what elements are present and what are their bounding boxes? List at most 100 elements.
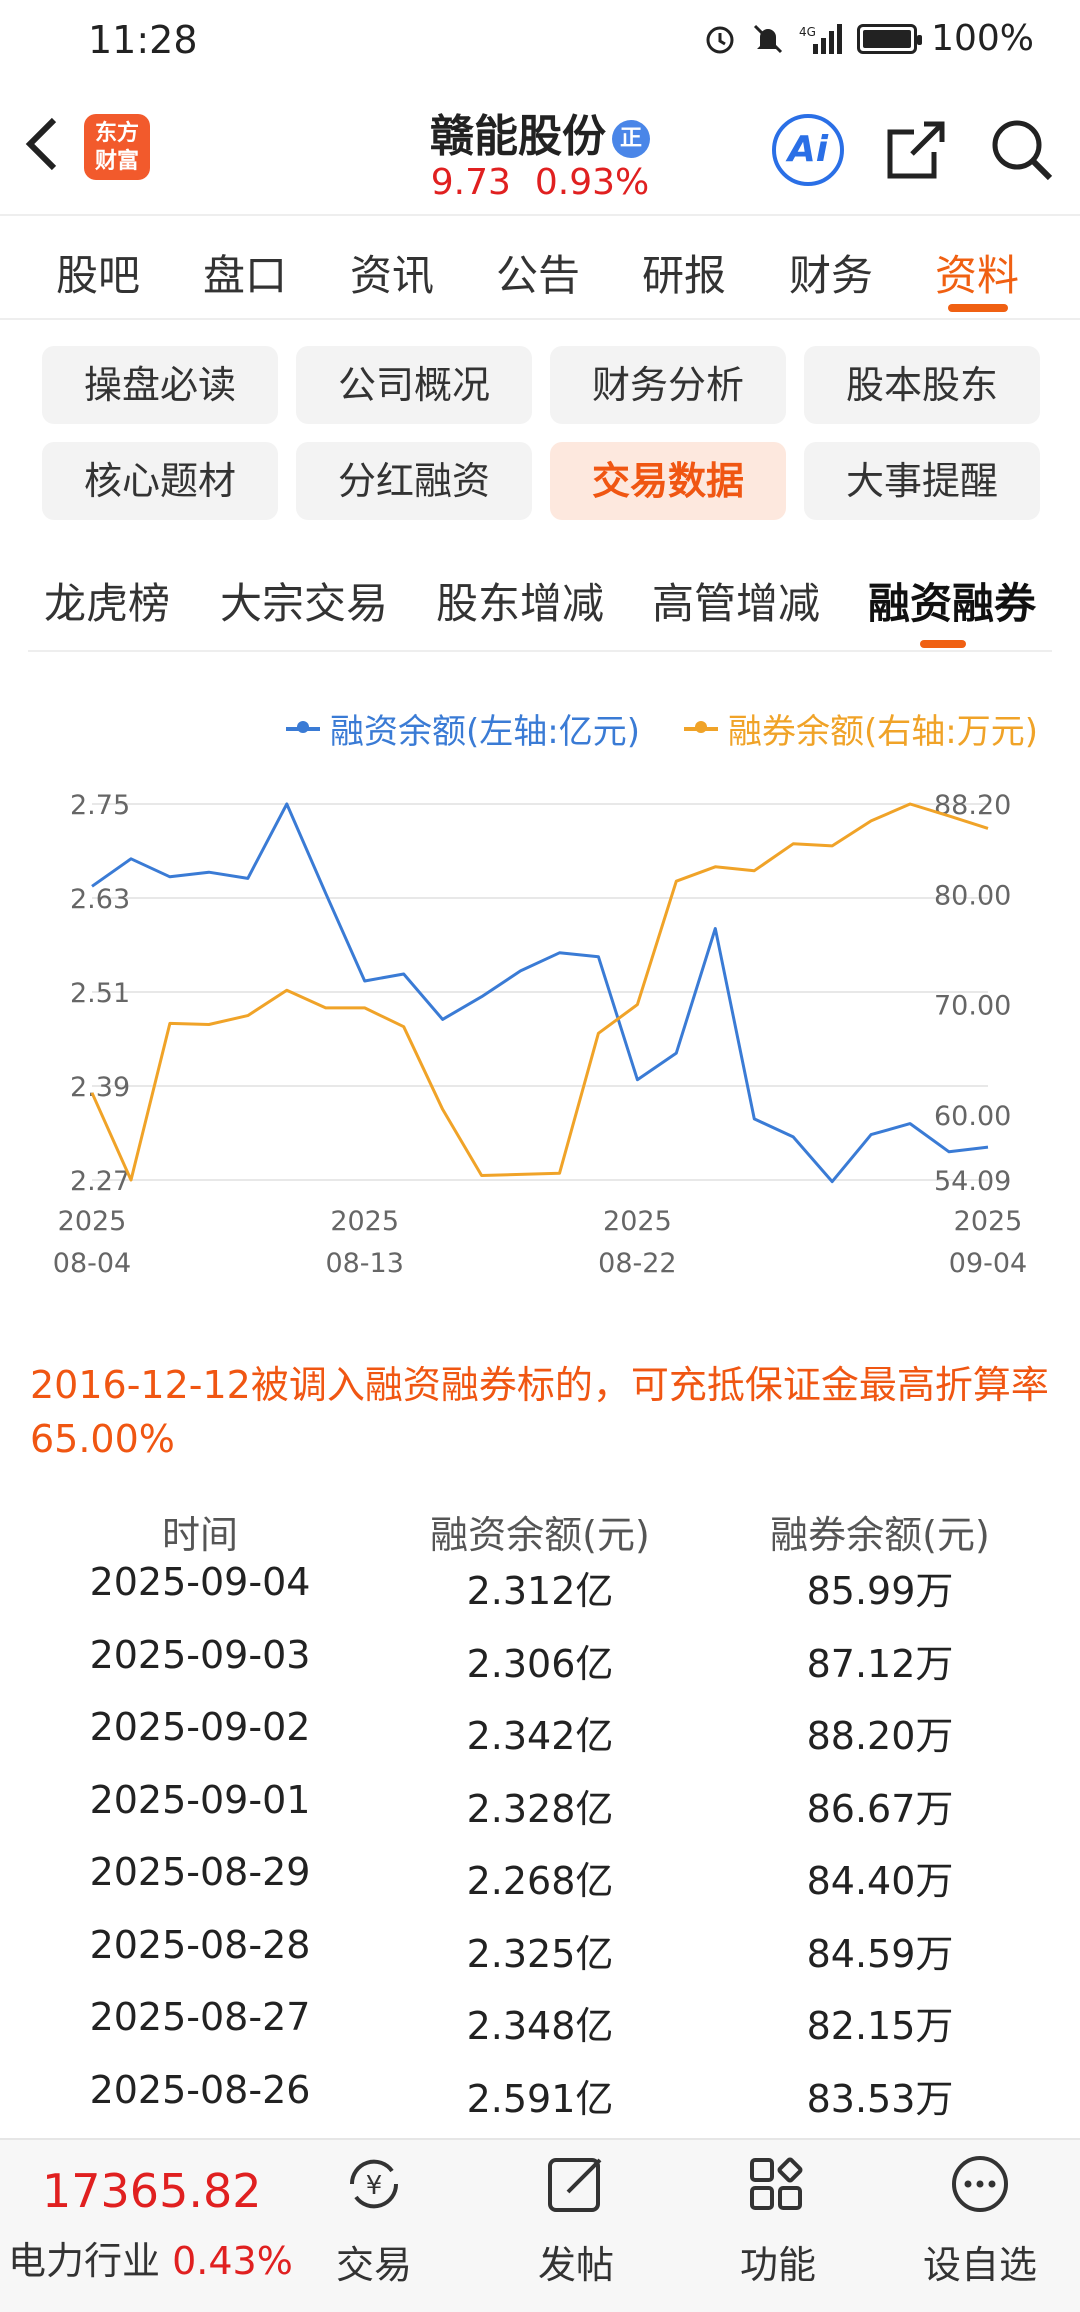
tab-guba[interactable]: 股吧 xyxy=(56,251,141,300)
table-header-date: 时间 xyxy=(161,1513,238,1557)
svg-text:4G: 4G xyxy=(799,25,816,39)
industry-index-value[interactable]: 17365.82 xyxy=(42,2164,262,2218)
submenu-company-overview[interactable]: 公司概况 xyxy=(296,346,532,424)
right-tick-label: 60.00 xyxy=(934,1101,1011,1132)
app-logo[interactable]: 东方 财富 xyxy=(84,114,150,180)
industry-name: 电力行业 xyxy=(8,2239,161,2283)
table-row[interactable]: 2025-09-01 2.328亿 86.67万 xyxy=(0,1778,1080,1850)
x-tick-date: 08-13 xyxy=(325,1248,403,1279)
row-securities: 84.40万 xyxy=(806,1859,954,1903)
x-tick-date: 08-04 xyxy=(53,1248,131,1279)
submenu-trading-guide[interactable]: 操盘必读 xyxy=(42,346,278,424)
table-row[interactable]: 2025-09-04 2.312亿 85.99万 xyxy=(0,1560,1080,1632)
submenu-shareholders[interactable]: 股本股东 xyxy=(804,346,1040,424)
tab-announcement[interactable]: 公告 xyxy=(496,251,581,300)
securities-balance-line xyxy=(90,802,989,1182)
table-row[interactable]: 2025-08-26 2.591亿 83.53万 xyxy=(0,2068,1080,2140)
tab-finance[interactable]: 财务 xyxy=(789,251,874,300)
stock-name: 赣能股份 xyxy=(430,111,606,162)
row-financing: 2.306亿 xyxy=(466,1641,614,1686)
row-date: 2025-09-01 xyxy=(89,1777,311,1822)
left-tick-label: 2.75 xyxy=(70,790,130,821)
left-tick-label: 2.51 xyxy=(70,978,130,1009)
nav-functions[interactable]: 功能 xyxy=(698,2148,858,2289)
industry-index[interactable]: 电力行业 0.43% xyxy=(8,2230,293,2285)
table-row[interactable]: 2025-08-29 2.268亿 84.40万 xyxy=(0,1850,1080,1922)
row-financing: 2.348亿 xyxy=(466,2004,614,2048)
nav-trade[interactable]: ¥ 交易 xyxy=(294,2148,454,2289)
row-securities: 82.15万 xyxy=(806,2004,954,2048)
main-tabs: 股吧 盘口 资讯 公告 研报 财务 资料 xyxy=(0,216,1080,320)
signal-icon: 4G xyxy=(799,23,843,54)
tab-research[interactable]: 研报 xyxy=(642,251,727,300)
stock-change: 0.93% xyxy=(534,162,650,203)
row-date: 2025-08-27 xyxy=(89,1995,311,2039)
right-tick-label: 54.09 xyxy=(934,1166,1011,1197)
share-button[interactable] xyxy=(884,118,948,182)
row-financing: 2.328亿 xyxy=(466,1786,614,1831)
row-securities: 83.53万 xyxy=(806,2076,954,2121)
row-securities: 85.99万 xyxy=(806,1569,954,1613)
table-row[interactable]: 2025-09-03 2.306亿 87.12万 xyxy=(0,1633,1080,1705)
row-securities: 86.67万 xyxy=(806,1786,954,1831)
ai-button[interactable]: Ai xyxy=(772,114,844,186)
industry-change: 0.43% xyxy=(172,2239,293,2283)
row-date: 2025-09-04 xyxy=(89,1560,311,1604)
submenu-core-themes[interactable]: 核心题材 xyxy=(42,442,278,520)
stock-price-line: 9.73 0.93% xyxy=(0,162,1080,203)
tab-exec-change[interactable]: 高管增减 xyxy=(652,579,821,628)
back-button[interactable] xyxy=(22,114,72,174)
financing-balance-line xyxy=(91,802,989,1184)
row-securities: 87.12万 xyxy=(806,1641,954,1686)
grid-apps-icon xyxy=(750,2157,803,2210)
submenu-financial-analysis[interactable]: 财务分析 xyxy=(550,346,786,424)
x-tick-date: 09-04 xyxy=(949,1248,1027,1279)
row-financing: 2.312亿 xyxy=(466,1569,614,1613)
mute-bell-icon xyxy=(754,24,783,53)
tab-news[interactable]: 资讯 xyxy=(350,251,435,300)
table-row[interactable]: 2025-09-02 2.342亿 88.20万 xyxy=(0,1705,1080,1777)
left-tick-label: 2.27 xyxy=(70,1166,130,1197)
submenu-major-events[interactable]: 大事提醒 xyxy=(804,442,1040,520)
x-tick-year: 2025 xyxy=(330,1206,399,1237)
nav-add-watchlist[interactable]: 设自选 xyxy=(900,2148,1060,2289)
svg-text:¥: ¥ xyxy=(366,2171,383,2201)
search-button[interactable] xyxy=(990,118,1054,182)
row-financing: 2.268亿 xyxy=(466,1859,614,1903)
row-securities: 88.20万 xyxy=(806,1714,954,1758)
row-date: 2025-09-02 xyxy=(89,1705,311,1749)
status-bar: 11:28 4G 100% xyxy=(0,0,1080,84)
left-tick-label: 2.39 xyxy=(70,1072,130,1103)
status-right: 4G 100% xyxy=(703,18,1034,59)
nav-post-label: 发帖 xyxy=(537,2243,614,2287)
submenu-dividends[interactable]: 分红融资 xyxy=(296,442,532,520)
table-row[interactable]: 2025-08-27 2.348亿 82.15万 xyxy=(0,1995,1080,2067)
legend-financing[interactable]: 融资余额(左轴:亿元) xyxy=(286,704,640,753)
tab-holder-change[interactable]: 股东增减 xyxy=(436,579,605,628)
tab-profile[interactable]: 资料 xyxy=(935,251,1020,300)
x-tick-year: 2025 xyxy=(58,1206,127,1237)
x-tick-date: 08-22 xyxy=(598,1248,676,1279)
row-date: 2025-09-03 xyxy=(89,1632,311,1677)
margin-note: 2016-12-12被调入融资融券标的，可充抵保证金最高折算率65.00% xyxy=(30,1363,1049,1461)
table-row[interactable]: 2025-08-28 2.325亿 84.59万 xyxy=(0,1923,1080,1995)
search-icon xyxy=(992,120,1053,181)
bottom-bar: 17365.82 电力行业 0.43% ¥ 交易 发帖 功能 设自选 xyxy=(0,2138,1080,2312)
tab-margin-trading[interactable]: 融资融券 xyxy=(868,579,1037,628)
edit-post-icon xyxy=(548,2158,602,2212)
legend-securities-marker xyxy=(684,720,718,733)
tab-dragon-tiger[interactable]: 龙虎榜 xyxy=(44,579,171,628)
battery-icon xyxy=(857,23,923,54)
table-header-securities: 融券余额(元) xyxy=(770,1513,990,1557)
submenu-trading-data[interactable]: 交易数据 xyxy=(550,442,786,520)
legend-securities[interactable]: 融券余额(右轴:万元) xyxy=(684,704,1038,753)
alarm-icon xyxy=(706,26,734,53)
nav-post[interactable]: 发帖 xyxy=(496,2148,656,2289)
table-header-financing: 融资余额(元) xyxy=(430,1513,650,1557)
legend-financing-marker xyxy=(286,720,320,733)
tab-pankou[interactable]: 盘口 xyxy=(203,251,288,300)
tab-block-trade[interactable]: 大宗交易 xyxy=(220,579,389,628)
nav-add-watchlist-label: 设自选 xyxy=(922,2243,1037,2287)
legend-securities-label: 融券余额(右轴:万元) xyxy=(728,712,1038,752)
right-tick-label: 80.00 xyxy=(934,880,1011,911)
